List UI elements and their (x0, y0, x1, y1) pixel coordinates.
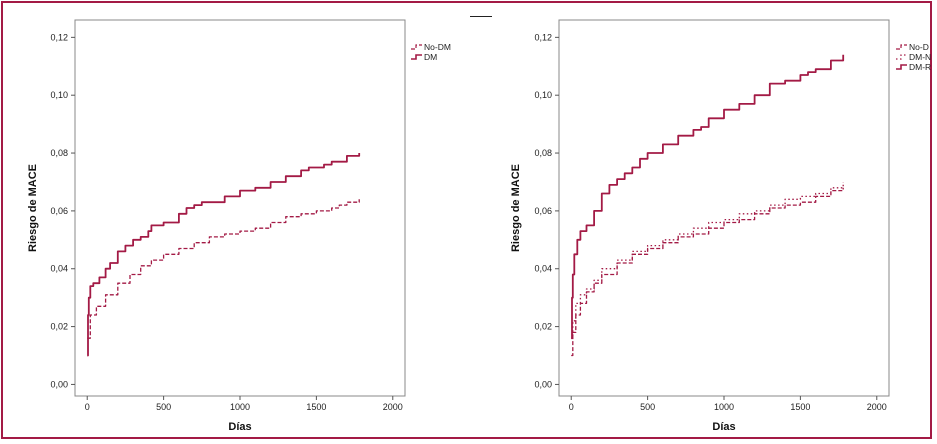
legend-swatch (896, 64, 907, 70)
plot-area (74, 19, 406, 397)
x-tick-label: 2000 (867, 402, 887, 412)
legend-label: DM-R (909, 62, 931, 72)
series-line-no-dm (87, 199, 360, 339)
y-tick-label: 0,12 (50, 32, 68, 42)
y-tick-label: 0,02 (534, 322, 552, 332)
x-axis-label: Días (228, 421, 251, 433)
legend-label: No-D (909, 42, 929, 52)
x-tick-label: 500 (156, 402, 171, 412)
y-tick-label: 0,06 (50, 206, 68, 216)
y-tick-label: 0,10 (534, 90, 552, 100)
series-line-dm (87, 153, 361, 357)
y-tick-label: 0,08 (50, 148, 68, 158)
y-tick-label: 0,00 (50, 379, 68, 389)
y-tick-label: 0,10 (50, 90, 68, 100)
legend-swatch (411, 54, 422, 60)
legend-label: No-DM (424, 42, 451, 52)
x-tick-label: 0 (569, 402, 574, 412)
series-line-no-d (571, 187, 844, 357)
series-line-dm-r (571, 54, 845, 340)
y-tick-label: 0,04 (50, 264, 68, 274)
x-tick-label: 1000 (714, 402, 734, 412)
decorative-line (470, 16, 492, 17)
x-tick-label: 1500 (790, 402, 810, 412)
y-axis-label: Riesgo de MACE (510, 164, 522, 252)
x-tick-label: 500 (640, 402, 655, 412)
legend-swatch (411, 44, 422, 50)
x-tick-label: 1000 (230, 402, 250, 412)
x-tick-label: 1500 (306, 402, 326, 412)
y-tick-label: 0,04 (534, 264, 552, 274)
y-tick-label: 0,00 (534, 379, 552, 389)
y-tick-label: 0,02 (50, 322, 68, 332)
y-axis-label: Riesgo de MACE (27, 164, 39, 252)
chart-2: 0,00 0,02 0,04 0,06 0,08 0,10 0,12 0 500 1000 1500… (510, 19, 931, 433)
legend-label: DM-N (909, 52, 931, 62)
y-tick-label: 0,06 (534, 206, 552, 216)
x-axis-label: Días (712, 421, 735, 433)
x-tick-label: 0 (85, 402, 90, 412)
plot-area (558, 19, 890, 397)
legend-label: DM (424, 52, 437, 62)
series-line-dm-n (571, 182, 844, 339)
chart-1: 0,00 0,02 0,04 0,06 0,08 0,10 0,12 0 500 1000 1500… (27, 19, 451, 433)
y-tick-label: 0,08 (534, 148, 552, 158)
legend-swatch (896, 54, 907, 60)
y-tick-label: 0,12 (534, 32, 552, 42)
x-tick-label: 2000 (383, 402, 403, 412)
legend-swatch (896, 44, 907, 50)
